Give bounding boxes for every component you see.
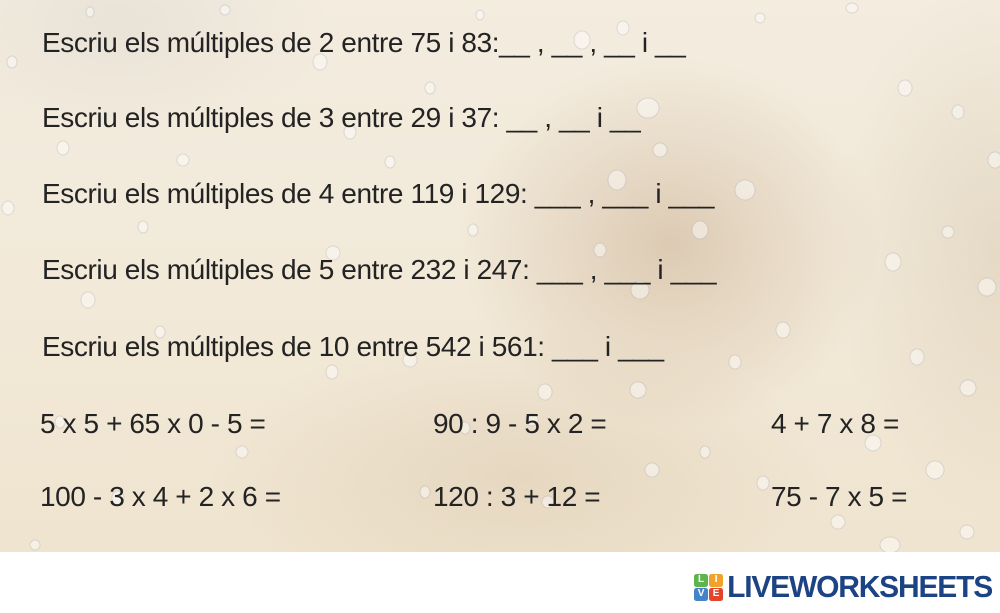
operation-expression: 120 : 3 + 12 = (433, 481, 601, 512)
question-multiples-of-2: Escriu els múltiples de 2 entre 75 i 83:… (42, 27, 686, 58)
operation-expression: 5 x 5 + 65 x 0 - 5 = (40, 408, 266, 439)
operation-expression: 90 : 9 - 5 x 2 = (433, 408, 607, 439)
operation-expression: 100 - 3 x 4 + 2 x 6 = (40, 481, 281, 512)
logo-tile-i: I (709, 573, 724, 587)
question-multiples-of-4: Escriu els múltiples de 4 entre 119 i 12… (42, 178, 715, 209)
question-multiples-of-3: Escriu els múltiples de 3 entre 29 i 37:… (42, 102, 641, 133)
question-multiples-of-10: Escriu els múltiples de 10 entre 542 i 5… (42, 331, 664, 362)
liveworksheets-logo[interactable]: L I V E LIVEWORKSHEETS (694, 570, 993, 605)
logo-tile-v: V (694, 587, 709, 601)
logo-tile-l: L (694, 573, 709, 587)
operation-expression: 4 + 7 x 8 = (771, 408, 899, 439)
liveworksheets-wordmark: LIVEWORKSHEETS (727, 570, 993, 605)
operation-expression: 75 - 7 x 5 = (771, 481, 908, 512)
footer-bar: L I V E LIVEWORKSHEETS (0, 552, 1000, 613)
logo-tile-e: E (709, 587, 724, 601)
question-multiples-of-5: Escriu els múltiples de 5 entre 232 i 24… (42, 254, 717, 285)
worksheet-image: Escriu els múltiples de 2 entre 75 i 83:… (0, 0, 1000, 552)
liveworksheets-logo-icon: L I V E (694, 573, 724, 603)
